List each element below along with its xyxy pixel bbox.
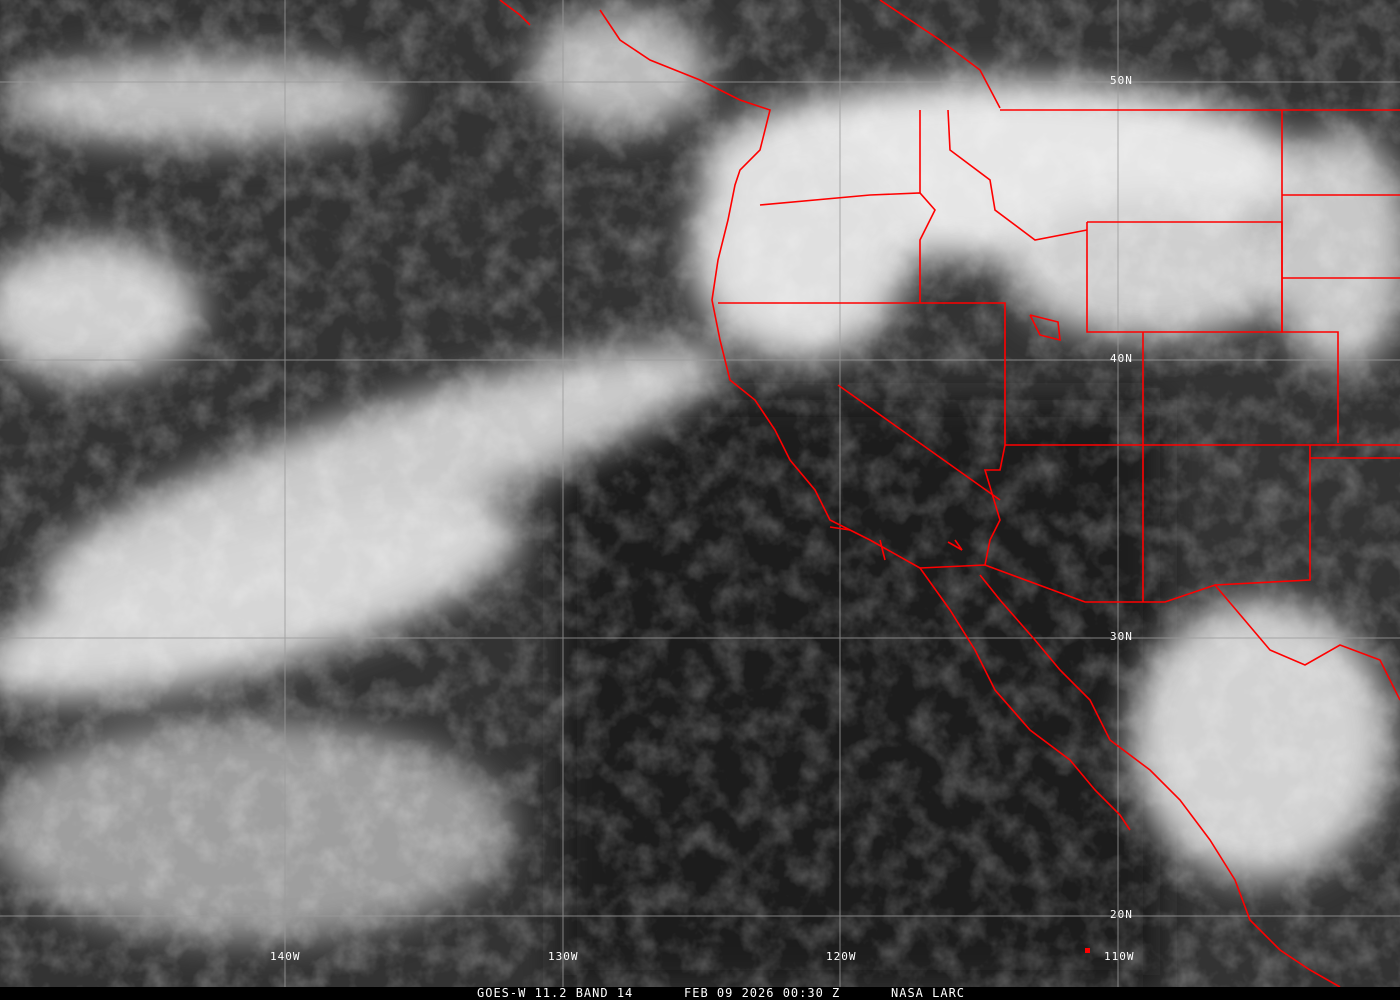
political-borders [499, 0, 1400, 988]
lat-label-50n: 50N [1110, 74, 1133, 87]
coastline-us-baja [599, 9, 1131, 831]
caption-datetime: FEB 09 2026 00:30 Z [684, 986, 841, 1000]
lon-label-140w: 140W [270, 950, 301, 963]
lon-label-130w: 130W [548, 950, 579, 963]
lat-label-20n: 20N [1110, 908, 1133, 921]
caption-satellite: GOES-W 11.2 BAND 14 [477, 986, 634, 1000]
lat-label-30n: 30N [1110, 630, 1133, 643]
coastline-mexico-mainland [979, 574, 1341, 988]
caption-source: NASA LARC [891, 986, 966, 1000]
caption-bar: GOES-W 11.2 BAND 14 FEB 09 2026 00:30 Z … [0, 986, 1400, 1000]
lat-label-40n: 40N [1110, 352, 1133, 365]
lon-label-110w: 110W [1104, 950, 1135, 963]
lon-label-120w: 120W [826, 950, 857, 963]
mexico-border [919, 564, 1400, 701]
